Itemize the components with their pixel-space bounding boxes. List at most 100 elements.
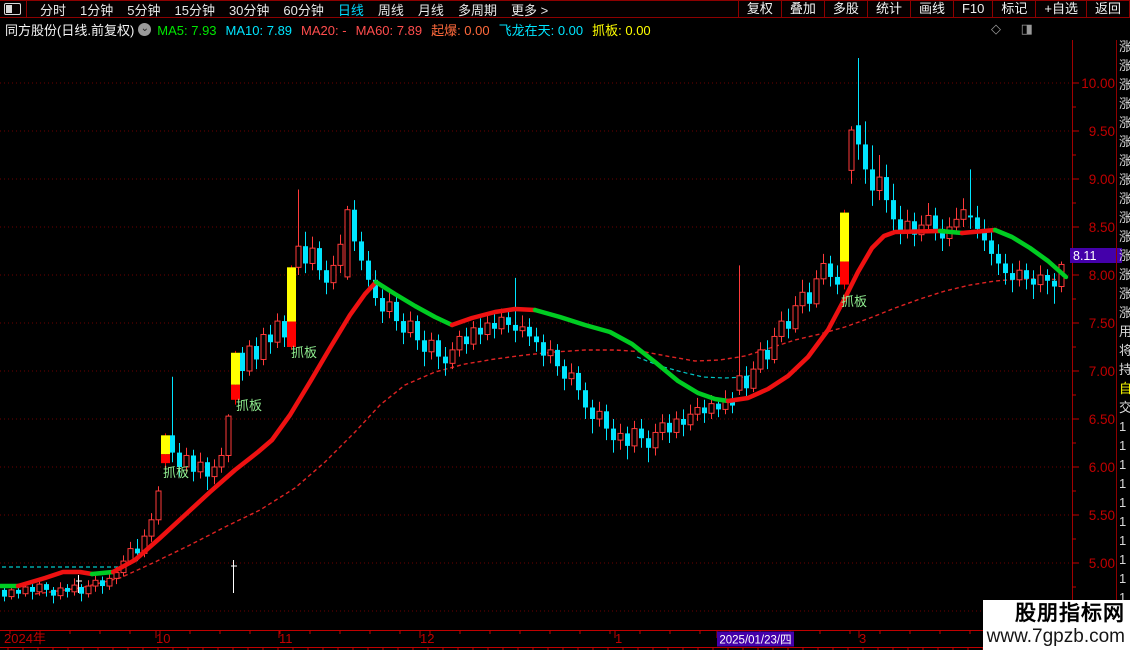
date-label: 1 <box>615 631 622 646</box>
tool-button-+自选[interactable]: +自选 <box>1035 1 1086 17</box>
tool-button-复权[interactable]: 复权 <box>737 1 781 17</box>
clipped-glyph: 将 <box>1119 341 1130 360</box>
svg-text:5.00: 5.00 <box>1089 556 1115 571</box>
svg-text:5.50: 5.50 <box>1089 508 1115 523</box>
date-label: 10 <box>156 631 170 646</box>
period-tab-更多 >[interactable]: 更多 > <box>510 2 549 18</box>
period-tab-1分钟[interactable]: 1分钟 <box>80 2 114 18</box>
zhuaban-signal-label: 抓板 <box>163 465 189 480</box>
svg-text:8.50: 8.50 <box>1089 220 1115 235</box>
indicator-飞龙在天: 飞龙在天: 0.00 <box>498 22 584 38</box>
svg-text:10.00: 10.00 <box>1081 76 1115 91</box>
right-toolbar: 复权 叠加 多股 统计 画线 F10 标记 +自选 返回 <box>737 1 1130 17</box>
period-tab-日线[interactable]: 日线 <box>337 2 364 18</box>
clipped-glyph: 1 <box>1119 571 1127 586</box>
tool-button-叠加[interactable]: 叠加 <box>780 1 824 17</box>
indicator-起爆: 起爆: 0.00 <box>431 22 490 38</box>
clipped-glyph: 涨 <box>1119 37 1130 56</box>
svg-text:6.50: 6.50 <box>1089 412 1115 427</box>
zhuaban-signal-label: 抓板 <box>841 294 867 309</box>
clipped-glyph: 持 <box>1119 360 1130 379</box>
clipped-glyph: 涨 <box>1119 113 1130 132</box>
date-label: 11 <box>279 631 293 646</box>
clipped-glyph: 1 <box>1119 419 1127 434</box>
tool-button-返回[interactable]: 返回 <box>1085 1 1129 17</box>
clipped-glyph: 1 <box>1119 457 1127 472</box>
site-watermark: 股朋指标网 www.7gpzb.com <box>983 600 1130 650</box>
gridlines <box>0 82 1071 612</box>
period-tab-多周期[interactable]: 多周期 <box>457 2 497 18</box>
period-tab-15分钟[interactable]: 15分钟 <box>174 2 215 18</box>
price-axis: 10.00 9.50 9.00 8.50 8.00 7.50 7.00 6.50 6.00 5.5… <box>1072 40 1115 650</box>
clipped-glyph: 涨 <box>1119 75 1130 94</box>
zhuaban-signal-label: 抓板 <box>236 398 262 413</box>
clipped-glyph: 涨 <box>1119 189 1130 208</box>
watermark-site-name: 股朋指标网 <box>1015 602 1125 625</box>
indicator-抓板: 抓板: 0.00 <box>592 22 651 38</box>
tool-button-多股[interactable]: 多股 <box>823 1 867 17</box>
clipped-glyph: 涨 <box>1119 132 1130 151</box>
indicator-titlebar: 同方股份(日线.前复权) ⌄ MA5: 7.93 MA10: 7.89 MA20: … <box>0 18 1130 40</box>
period-tab-60分钟[interactable]: 60分钟 <box>283 2 324 18</box>
indicator-MA5: MA5: 7.93 <box>157 22 217 38</box>
zhuaban-signal-label: 抓板 <box>291 345 317 360</box>
clipped-glyph: 1 <box>1119 514 1127 529</box>
svg-text:9.50: 9.50 <box>1089 124 1115 139</box>
period-tab-30分钟[interactable]: 30分钟 <box>228 2 270 18</box>
clipped-quote-panel: 涨涨涨涨涨涨涨涨涨涨涨涨涨涨涨涨用将持自交1111111111 <box>1116 18 1130 650</box>
tool-button-统计[interactable]: 统计 <box>866 1 910 17</box>
period-tabs: 分时 1分钟 5分钟 15分钟 30分钟 60分钟 日线 周线 月线 多周期 更多 > <box>33 0 555 19</box>
clipped-glyph: 用 <box>1119 322 1130 341</box>
clipped-glyph: 涨 <box>1119 265 1130 284</box>
indicator-values: MA5: 7.93 MA10: 7.89 MA20: - MA60: 7.89 起爆: … <box>157 20 659 39</box>
clipped-glyph: 1 <box>1119 476 1127 491</box>
clipped-glyph: 1 <box>1119 438 1127 453</box>
diamond-and-panel-icons[interactable]: ◇ ◨ <box>991 21 1041 36</box>
indicator-MA20: MA20: - <box>301 22 347 38</box>
clipped-glyph: 1 <box>1119 552 1127 567</box>
clipped-glyph: 涨 <box>1119 284 1130 303</box>
clipped-glyph: 涨 <box>1119 56 1130 75</box>
trend-indicator-line <box>0 227 1069 589</box>
selected-date-text: 2025/01/23/四 <box>719 635 791 647</box>
clipped-glyph: 涨 <box>1119 170 1130 189</box>
period-tab-周线[interactable]: 周线 <box>377 2 404 18</box>
layout-panel-icon[interactable] <box>4 3 21 15</box>
clipped-glyph: 涨 <box>1119 151 1130 170</box>
period-tab-5分钟[interactable]: 5分钟 <box>127 2 161 18</box>
ma-dashed-red-line <box>34 278 1067 595</box>
clipped-glyph: 交 <box>1119 398 1130 417</box>
tool-button-画线[interactable]: 画线 <box>909 1 953 17</box>
clipped-glyph: 1 <box>1119 533 1127 548</box>
clipped-glyph: 1 <box>1119 495 1127 510</box>
date-label: 2024年 <box>4 631 46 646</box>
period-toolbar: 分时 1分钟 5分钟 15分钟 30分钟 60分钟 日线 周线 月线 多周期 更多 > 复权 叠加 多股… <box>0 0 1130 18</box>
clipped-glyph: 涨 <box>1119 94 1130 113</box>
tool-button-标记[interactable]: 标记 <box>992 1 1035 17</box>
svg-text:8.00: 8.00 <box>1089 268 1115 283</box>
candles <box>2 58 1065 604</box>
tool-button-F10[interactable]: F10 <box>952 1 992 17</box>
clipped-glyph: 涨 <box>1119 208 1130 227</box>
clipped-glyph: 自 <box>1119 379 1130 398</box>
clipped-glyph: 1 <box>1119 590 1127 605</box>
svg-text:7.50: 7.50 <box>1089 316 1115 331</box>
indicator-MA60: MA60: 7.89 <box>355 22 423 38</box>
date-label: 3 <box>859 631 866 646</box>
clipped-glyph: 涨 <box>1119 227 1130 246</box>
period-tab-月线[interactable]: 月线 <box>417 2 444 18</box>
last-price-tag: 8.11 <box>1070 248 1122 263</box>
stock-title: 同方股份(日线.前复权) <box>5 22 135 38</box>
period-tab-分时[interactable]: 分时 <box>40 2 67 18</box>
indicator-MA10: MA10: 7.89 <box>225 22 293 38</box>
clipped-glyph: 涨 <box>1119 246 1130 265</box>
chevron-down-icon[interactable]: ⌄ <box>138 22 152 36</box>
svg-text:6.00: 6.00 <box>1089 460 1115 475</box>
svg-text:9.00: 9.00 <box>1089 172 1115 187</box>
selected-date-highlight <box>717 631 794 647</box>
clipped-glyph: 涨 <box>1119 303 1130 322</box>
svg-text:7.00: 7.00 <box>1089 364 1115 379</box>
svg-text:8.11: 8.11 <box>1073 249 1096 263</box>
